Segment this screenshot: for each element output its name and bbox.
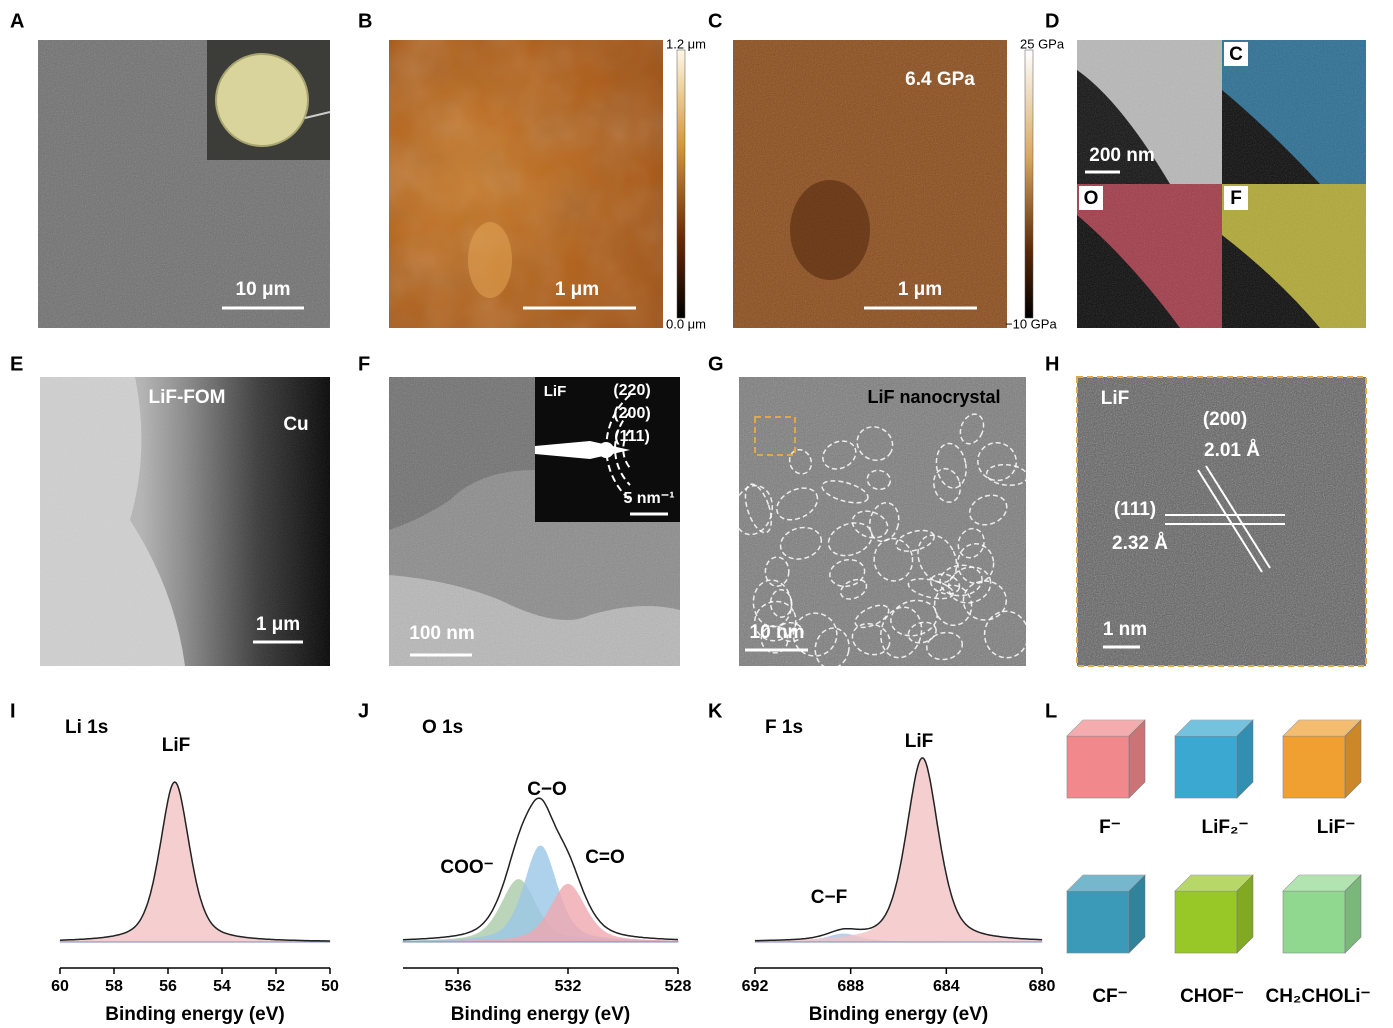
panel-label: K [708, 700, 723, 722]
scale-bar-label: 1 μm [898, 279, 942, 300]
annotation: 6.4 GPa [905, 69, 975, 90]
plane-label: (200) [1203, 409, 1247, 430]
panel-label: B [358, 10, 372, 32]
eds-maps [1077, 40, 1366, 328]
panel-label: A [10, 10, 24, 32]
panel-label: E [10, 353, 23, 375]
scale-bar-label: 1 μm [256, 614, 300, 635]
panel-label: D [1045, 10, 1059, 32]
x-tick-label: 52 [267, 978, 285, 995]
sem-image [216, 54, 308, 146]
species-label: LiF⁻ [1317, 817, 1356, 838]
map-label: O [1084, 188, 1099, 209]
tem-cross-section: LiF-FOM Cu 1 μm [40, 377, 330, 666]
isosurface-cubes: F⁻ LiF₂⁻ LiF⁻ CF⁻ CHOF⁻ CH₂CHOLi⁻ [1067, 720, 1371, 1007]
peak-component [60, 782, 330, 942]
species-label: CH₂CHOLi⁻ [1265, 986, 1370, 1007]
modulus-image [1025, 50, 1033, 318]
annotation: LiF [1101, 388, 1130, 409]
peak-label: C−O [527, 779, 567, 800]
plane-label: (111) [1114, 499, 1156, 520]
eds-maps: 200 nm C O F [1077, 40, 1366, 328]
map-label: C [1229, 44, 1243, 65]
plane-label: (200) [613, 405, 650, 422]
x-tick-label: 56 [159, 978, 177, 995]
peak-label: LiF [162, 735, 191, 756]
scale-bar-label: 10 μm [236, 279, 291, 300]
x-tick-label: 536 [445, 978, 472, 995]
annotation: Cu [283, 414, 308, 435]
scale-bar-label: 100 nm [409, 623, 474, 644]
x-tick-label: 60 [51, 978, 69, 995]
cube-face [1175, 891, 1237, 953]
chart-title: O 1s [422, 717, 463, 738]
afm-height-image [389, 40, 663, 328]
scale-bar-label: 1 nm [1103, 619, 1147, 640]
cube-face [1283, 736, 1345, 798]
annotation: LiF [544, 383, 567, 400]
cube-face [1175, 736, 1237, 798]
modulus-image: 6.4 GPa 1 μm 25 GPa −10 GPa [733, 36, 1065, 331]
chart-title: Li 1s [65, 717, 108, 738]
species-label: CF⁻ [1092, 986, 1127, 1007]
xps-spectra: Li 1s Binding energy (eV) 60 58 56 54 52 50 LiF O… [51, 717, 1055, 1025]
cube-face [1067, 891, 1129, 953]
x-axis-label: Binding energy (eV) [105, 1004, 284, 1025]
map-label: F [1230, 188, 1242, 209]
x-tick-label: 532 [555, 978, 582, 995]
figure: A B C D E F G H I J K L 10 μm 1 μm 1.2 μ… [0, 0, 1393, 1028]
colorbar-label: 25 GPa [1020, 36, 1065, 51]
x-axis-label: Binding energy (eV) [451, 1004, 630, 1025]
colorbar-label: 1.2 μm [666, 36, 706, 51]
panel-label: C [708, 10, 722, 32]
modulus-image [790, 180, 870, 280]
d-spacing-label: 2.32 Å [1112, 533, 1168, 554]
plane-label: (111) [614, 428, 650, 445]
panel-label: J [358, 700, 369, 722]
colorbar-label: −10 GPa [1005, 316, 1057, 331]
colorbar-label: 0.0 μm [666, 316, 706, 331]
panel-label: G [708, 353, 724, 375]
x-tick-label: 528 [665, 978, 692, 995]
x-tick-label: 680 [1029, 978, 1056, 995]
d-spacing-label: 2.01 Å [1204, 440, 1260, 461]
lattice-image: LiF (200) 2.01 Å (111) 2.32 Å 1 nm [1077, 377, 1366, 666]
annotation: LiF-FOM [148, 387, 225, 408]
x-tick-label: 54 [213, 978, 231, 995]
scale-bar-label: 1 μm [555, 279, 599, 300]
cube-face [1283, 891, 1345, 953]
peak-label: LiF [905, 731, 934, 752]
x-tick-label: 684 [933, 978, 960, 995]
tem-image: LiF (220) (200) (111) 5 nm⁻¹ 100 nm [389, 377, 680, 666]
x-tick-label: 50 [321, 978, 339, 995]
afm-height-image: 1 μm 1.2 μm 0.0 μm [389, 36, 706, 331]
species-label: LiF₂⁻ [1202, 817, 1249, 838]
species-label: F⁻ [1099, 817, 1121, 838]
hrtem-image: LiF nanocrystal 10 nm [729, 377, 1030, 671]
scale-bar-label: 200 nm [1089, 145, 1154, 166]
x-tick-label: 58 [105, 978, 123, 995]
panel-label: H [1045, 353, 1059, 375]
peak-component [755, 758, 1042, 942]
afm-height-image [468, 222, 512, 298]
panel-label: L [1045, 700, 1057, 722]
plane-label: (220) [613, 382, 650, 399]
x-tick-label: 688 [837, 978, 864, 995]
peak-label: C−F [811, 887, 847, 908]
sem-image: 10 μm [38, 40, 330, 328]
peak-label: COO⁻ [440, 857, 493, 878]
afm-height-image [677, 50, 685, 318]
tem-image [598, 442, 614, 458]
chart-title: F 1s [765, 717, 803, 738]
x-axis-label: Binding energy (eV) [809, 1004, 988, 1025]
panel-label: F [358, 353, 370, 375]
cube-face [1067, 736, 1129, 798]
panel-label: I [10, 700, 16, 722]
annotation: LiF nanocrystal [867, 387, 1000, 407]
x-tick-label: 692 [742, 978, 769, 995]
species-label: CHOF⁻ [1180, 986, 1244, 1007]
peak-label: C=O [585, 847, 625, 868]
scale-bar-label: 5 nm⁻¹ [623, 490, 674, 507]
